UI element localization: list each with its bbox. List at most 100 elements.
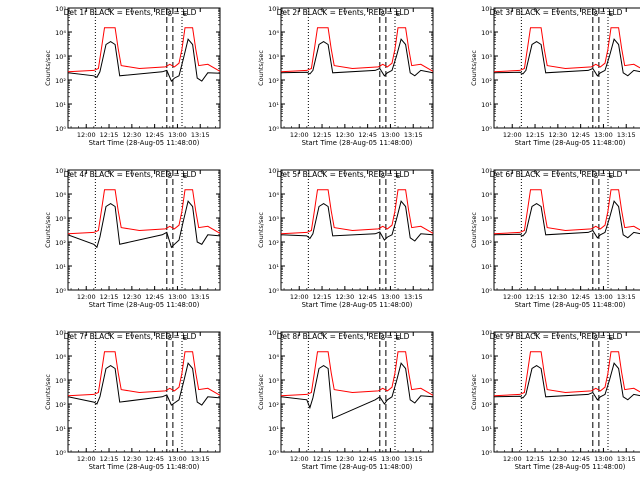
lld-series-line (68, 27, 220, 73)
y-tick-label: 10² (481, 77, 492, 85)
panel-2: Det 2r BLACK = Events, RED = LLD 10⁰ 10¹ 10… (257, 5, 434, 147)
y-axis-label: Counts/sec (470, 212, 478, 248)
x-tick-label: 12:30 (335, 455, 354, 463)
panel-frame (67, 7, 221, 129)
lld-series-line (494, 189, 640, 235)
y-tick-label: 10⁵ (268, 167, 279, 175)
marker-label: E (609, 334, 613, 342)
y-tick-label: 10¹ (481, 101, 492, 109)
x-tick-label: 12:30 (122, 293, 141, 301)
y-tick-label: 10⁴ (55, 191, 66, 199)
x-tick-label: 12:45 (571, 293, 590, 301)
x-tick-label: 12:45 (145, 131, 164, 139)
x-tick-label: 12:00 (290, 131, 309, 139)
y-tick-label: 10⁴ (55, 353, 66, 361)
y-tick-label: 10⁵ (55, 329, 66, 337)
events-series-line (281, 200, 433, 242)
events-series-line (281, 362, 433, 420)
panel-frame (280, 169, 434, 291)
x-tick-label: 12:30 (548, 131, 567, 139)
x-tick-label: 12:00 (290, 293, 309, 301)
y-tick-label: 10³ (55, 215, 66, 223)
panel-title: Det 5r BLACK = Events, RED = LLD (277, 170, 410, 179)
y-tick-label: 10⁰ (55, 449, 66, 457)
x-tick-label: 13:00 (594, 455, 613, 463)
x-tick-label: 12:00 (77, 293, 96, 301)
panel-title: Det 3r BLACK = Events, RED = LLD (490, 8, 623, 17)
panel-data (281, 351, 433, 420)
marker-label: S (381, 172, 386, 180)
panel-title: Det 9r BLACK = Events, RED = LLD (490, 332, 623, 341)
x-tick-label: 13:00 (168, 293, 187, 301)
y-tick-label: 10⁰ (481, 125, 492, 133)
x-tick-label: 12:45 (145, 293, 164, 301)
y-tick-label: 10² (268, 239, 279, 247)
x-tick-label: 12:00 (503, 455, 522, 463)
panel-data (494, 27, 640, 77)
events-series-line (68, 362, 220, 406)
marker-label: S (594, 172, 599, 180)
lld-series-line (494, 27, 640, 73)
x-tick-label: 12:00 (77, 131, 96, 139)
panel-data (68, 351, 220, 406)
y-axis-label: Counts/sec (44, 212, 52, 248)
x-tick-label: 12:15 (100, 293, 119, 301)
y-axis-label: Counts/sec (257, 50, 265, 86)
y-tick-label: 10² (268, 77, 279, 85)
events-series-line (68, 38, 220, 82)
panel-data (68, 189, 220, 249)
marker-label: S (381, 334, 386, 342)
y-tick-label: 10⁰ (481, 449, 492, 457)
x-tick-label: 12:45 (358, 131, 377, 139)
y-axis-label: Counts/sec (470, 374, 478, 410)
y-axis-label: Counts/sec (470, 50, 478, 86)
y-tick-label: 10¹ (55, 425, 66, 433)
marker-label: E (396, 172, 400, 180)
x-tick-label: 13:15 (404, 293, 423, 301)
x-tick-label: 13:15 (191, 455, 210, 463)
y-tick-label: 10¹ (55, 101, 66, 109)
marker-label: E (609, 172, 613, 180)
panel-6: Det 6r BLACK = Events, RED = LLD 10⁰ 10¹ 10… (470, 167, 640, 309)
panel-data (494, 351, 640, 401)
x-tick-label: 13:15 (191, 131, 210, 139)
y-tick-label: 10⁴ (268, 353, 279, 361)
events-series-line (494, 38, 640, 77)
y-tick-label: 10⁰ (268, 449, 279, 457)
y-tick-label: 10¹ (481, 425, 492, 433)
panel-title: Det 1r BLACK = Events, RED = LLD (64, 8, 197, 17)
y-tick-label: 10⁴ (481, 353, 492, 361)
panel-1: Det 1r BLACK = Events, RED = LLD 10⁰ 10¹ 10… (44, 5, 221, 147)
x-tick-label: 12:00 (77, 455, 96, 463)
x-axis-label: Start Time (28-Aug-05 11:48:00) (515, 463, 626, 471)
y-tick-label: 10¹ (268, 101, 279, 109)
y-tick-label: 10³ (268, 53, 279, 61)
x-tick-label: 12:00 (503, 131, 522, 139)
events-series-line (281, 38, 433, 77)
x-tick-label: 12:45 (145, 455, 164, 463)
y-tick-label: 10³ (481, 215, 492, 223)
lld-series-line (68, 189, 220, 235)
y-tick-label: 10¹ (55, 263, 66, 271)
panel-5: Det 5r BLACK = Events, RED = LLD 10⁰ 10¹ 10… (257, 167, 434, 309)
panel-7: Det 7r BLACK = Events, RED = LLD 10⁰ 10¹ 10… (44, 329, 221, 471)
x-tick-label: 13:15 (404, 131, 423, 139)
marker-label: E (183, 172, 187, 180)
x-tick-label: 12:15 (526, 455, 545, 463)
lld-series-line (281, 27, 433, 73)
x-tick-label: 12:45 (571, 131, 590, 139)
y-tick-label: 10³ (268, 377, 279, 385)
y-axis-label: Counts/sec (44, 374, 52, 410)
panel-4: Det 4r BLACK = Events, RED = LLD 10⁰ 10¹ 10… (44, 167, 221, 309)
x-tick-label: 13:15 (617, 293, 636, 301)
y-tick-label: 10⁵ (55, 5, 66, 13)
x-tick-label: 13:15 (617, 455, 636, 463)
y-axis-label: Counts/sec (257, 212, 265, 248)
panel-frame (280, 331, 434, 453)
y-tick-label: 10⁰ (55, 287, 66, 295)
x-axis-label: Start Time (28-Aug-05 11:48:00) (89, 301, 200, 309)
y-tick-label: 10² (55, 239, 66, 247)
y-tick-label: 10² (55, 77, 66, 85)
panel-data (494, 189, 640, 239)
